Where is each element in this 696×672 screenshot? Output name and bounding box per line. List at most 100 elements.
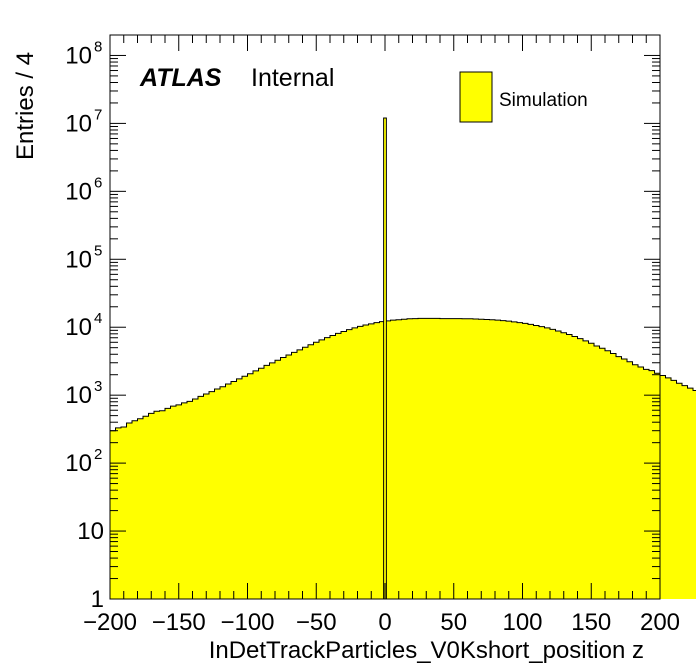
y-tick-label: 10 [65,246,92,273]
y-tick-label: 10 [65,178,92,205]
histogram-bar [561,332,568,599]
histogram-bar [346,329,353,599]
histogram-bar [132,420,139,599]
histogram-bar [665,377,672,599]
y-tick-label: 10 [65,110,92,137]
y-tick-label: 1 [91,586,104,613]
x-tick-labels: −200 −150 −100 −50 0 50 100 150 200 [83,609,680,636]
histogram-bar [478,319,485,599]
histogram-bar [374,322,381,599]
legend-entry-label: Simulation [499,90,588,111]
histogram-bar [363,324,370,599]
y-tick-exponent: 4 [94,310,102,327]
histogram-bar [594,345,601,599]
histogram-bar [473,319,480,599]
atlas-label-internal: Internal [251,64,334,92]
x-tick-label: 100 [502,609,542,636]
x-tick-label: 200 [640,609,680,636]
axis-ticks [109,34,661,600]
histogram-bar [533,325,540,599]
histogram-bar [319,339,326,599]
histogram-bar [115,427,122,599]
histogram-bar [539,326,546,599]
histogram-bar [588,343,595,599]
histogram-bar [396,319,403,599]
histogram-bar [236,378,243,599]
histogram-bar [291,352,298,599]
y-tick-exponent: 5 [94,242,102,259]
histogram-bar [610,353,617,599]
histogram-bar [462,318,469,599]
y-tick-exponent: 6 [94,174,102,191]
histogram-bar [313,342,320,599]
histogram-bar [489,319,496,599]
histogram-bar [418,318,425,599]
histogram-bar [258,368,265,599]
histogram-bar [148,413,155,599]
histogram-bar [214,389,221,599]
histogram-bar [330,335,337,599]
histogram-bar [577,338,584,599]
x-tick-label: 0 [378,609,391,636]
histogram-bar [170,406,177,599]
histogram-bar [456,318,463,599]
histogram-bar [544,327,551,599]
histogram-bar [599,348,606,599]
legend-swatch [459,71,493,123]
histogram-bar [550,329,557,599]
histogram-bar [220,386,227,599]
x-tick-label: 50 [440,609,467,636]
histogram-bar [583,340,590,599]
histogram-bar [385,320,392,599]
x-tick-label: −150 [152,609,206,636]
histogram-bar [555,330,562,599]
histogram-outline [109,317,696,599]
histogram-bar [159,410,166,599]
histogram-bar [308,344,315,599]
histogram-bar [242,376,249,599]
histogram-bar [324,337,331,599]
y-tick-label: 10 [65,382,92,409]
histogram-bar [264,365,271,599]
x-tick-label: −50 [296,609,337,636]
histogram-bar [225,384,232,599]
histogram-bar [638,366,645,599]
histogram-bar [286,355,293,599]
histogram-bar [495,320,502,599]
histogram-bar [423,318,430,599]
histogram-bar [352,327,359,599]
y-tick-exponent: 3 [94,378,102,395]
histogram-bar [627,361,634,599]
histogram-bar [517,322,524,599]
histogram-bar [616,356,623,599]
histogram-bar [649,370,656,599]
histogram-bar [632,364,639,599]
histogram-bar [412,318,419,599]
histogram-bar [682,385,689,599]
histogram-bar [297,349,304,599]
histogram-bar [451,318,458,599]
histogram-bar [335,333,342,599]
histogram-bar [203,394,210,599]
histogram-bar [379,321,386,599]
histogram-bar [407,318,414,599]
histogram-bar [506,321,513,599]
histogram-bar [434,318,441,599]
histogram-bar [357,326,364,599]
histogram-bar [566,334,573,599]
atlas-label-bold: ATLAS [139,64,222,92]
histogram-spike [383,117,387,600]
histogram-bar [110,430,117,599]
x-tick-label: −200 [83,609,137,636]
histogram-bar [187,401,194,599]
x-tick-label: 150 [571,609,611,636]
histogram-bar [660,375,667,599]
histogram-bar [143,416,150,599]
histogram-bar [181,402,188,599]
histogram-bar [368,323,375,599]
histogram-bar [275,360,282,599]
histogram-bar [429,318,436,599]
histogram-bar [401,319,408,599]
